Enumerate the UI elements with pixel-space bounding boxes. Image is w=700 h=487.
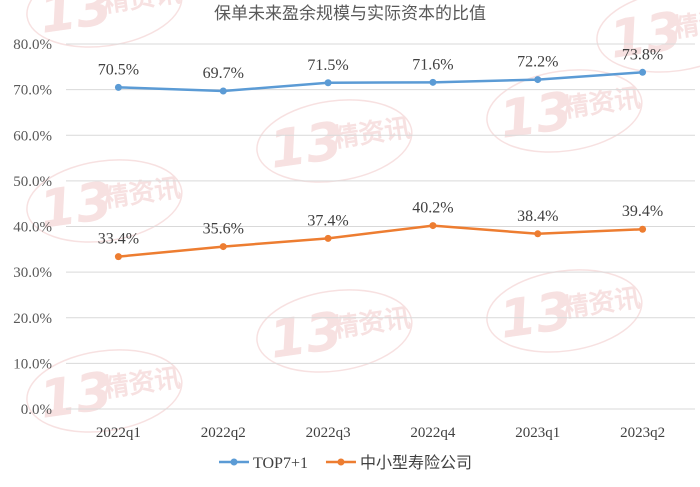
series-line bbox=[118, 224, 643, 258]
data-point bbox=[534, 76, 542, 84]
legend-item: 中小型寿险公司 bbox=[325, 454, 472, 472]
data-point bbox=[429, 78, 437, 86]
data-point bbox=[219, 243, 227, 251]
chart-title: 保单未来盈余规模与实际资本的比值 bbox=[214, 4, 486, 23]
x-tick-label: 2023q2 bbox=[620, 425, 665, 441]
series-layer bbox=[114, 68, 647, 261]
watermark-ring bbox=[596, 0, 700, 73]
watermark-number: 13 bbox=[266, 301, 346, 370]
watermark-ring bbox=[486, 69, 643, 153]
x-tick-label: 2023q1 bbox=[515, 425, 560, 441]
legend-marker bbox=[337, 458, 345, 466]
watermark-ring bbox=[26, 0, 183, 48]
data-label: 39.4% bbox=[622, 203, 663, 220]
data-label: 40.2% bbox=[412, 200, 453, 217]
watermark-number: 13 bbox=[606, 1, 686, 70]
y-tick-label: 20.0% bbox=[13, 311, 52, 327]
data-label: 72.2% bbox=[517, 54, 558, 71]
x-tick-label: 2022q1 bbox=[96, 425, 141, 441]
watermark-ring bbox=[26, 349, 183, 433]
watermark-number: 13 bbox=[496, 281, 576, 350]
watermark-text: 精资讯 bbox=[101, 0, 182, 19]
watermark-text: 精资讯 bbox=[331, 113, 412, 154]
watermark-text: 精资讯 bbox=[331, 303, 412, 344]
y-tick-label: 30.0% bbox=[13, 265, 52, 281]
watermark-number: 13 bbox=[36, 171, 116, 240]
watermark-ring bbox=[486, 269, 643, 353]
data-point bbox=[639, 225, 647, 233]
y-tick-label: 80.0% bbox=[13, 37, 52, 53]
y-tick-label: 0.0% bbox=[21, 402, 52, 418]
y-tick-label: 10.0% bbox=[13, 356, 52, 372]
data-label: 71.6% bbox=[412, 56, 453, 73]
y-tick-label: 70.0% bbox=[13, 83, 52, 99]
data-label: 69.7% bbox=[203, 65, 244, 82]
watermark-ring bbox=[256, 289, 413, 373]
data-label: 35.6% bbox=[203, 221, 244, 238]
watermark-number: 13 bbox=[266, 111, 346, 180]
x-axis-ticks: 2022q1 2022q2 2022q3 2022q4 2023q1 2023q2 bbox=[96, 425, 665, 441]
x-tick-label: 2022q2 bbox=[201, 425, 246, 441]
data-labels: 70.5% 69.7% 71.5% 71.6% 72.2% 73.8% 33.4% 35.6%… bbox=[98, 46, 663, 247]
watermark-number: 13 bbox=[36, 361, 116, 430]
data-point bbox=[114, 83, 122, 91]
x-tick-label: 2022q3 bbox=[306, 425, 351, 441]
watermark-text: 精资讯 bbox=[101, 173, 182, 214]
data-label: 38.4% bbox=[517, 208, 558, 225]
data-point bbox=[429, 222, 437, 230]
legend-label: 中小型寿险公司 bbox=[360, 454, 472, 472]
watermark-ring bbox=[26, 159, 183, 243]
legend: TOP7+1 中小型寿险公司 bbox=[219, 454, 472, 472]
data-label: 37.4% bbox=[307, 212, 348, 229]
data-point bbox=[639, 68, 647, 76]
legend-marker bbox=[230, 458, 238, 466]
data-point bbox=[219, 87, 227, 95]
x-tick-label: 2022q4 bbox=[410, 425, 456, 441]
data-point bbox=[324, 79, 332, 87]
series-line bbox=[118, 71, 643, 93]
y-axis-ticks: 0.0% 10.0% 20.0% 30.0% 40.0% 50.0% 60.0% 70.0% 8… bbox=[13, 37, 52, 418]
data-label: 71.5% bbox=[307, 57, 348, 74]
data-label: 70.5% bbox=[98, 61, 139, 78]
data-point bbox=[324, 234, 332, 242]
watermark-text: 精资讯 bbox=[101, 363, 182, 404]
y-tick-label: 50.0% bbox=[13, 174, 52, 190]
data-point bbox=[114, 253, 122, 261]
data-point bbox=[534, 230, 542, 238]
y-tick-label: 60.0% bbox=[13, 128, 52, 144]
data-label: 33.4% bbox=[98, 231, 139, 248]
legend-label: TOP7+1 bbox=[253, 455, 308, 472]
y-tick-label: 40.0% bbox=[13, 220, 52, 236]
watermark-number: 13 bbox=[496, 81, 576, 150]
legend-item: TOP7+1 bbox=[219, 455, 308, 472]
data-label: 73.8% bbox=[622, 46, 663, 63]
